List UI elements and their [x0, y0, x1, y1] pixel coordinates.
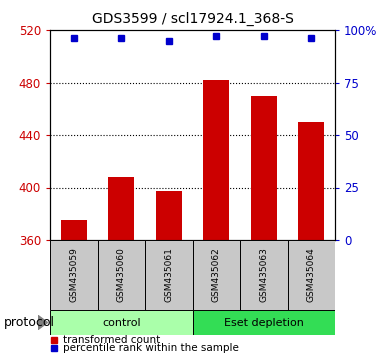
Bar [193, 240, 240, 310]
Bar [288, 240, 335, 310]
Text: GSM435059: GSM435059 [69, 247, 78, 302]
Polygon shape [38, 315, 48, 330]
Bar [193, 310, 335, 335]
Text: protocol: protocol [4, 316, 55, 329]
Bar [240, 240, 288, 310]
Bar [98, 240, 145, 310]
Text: transformed count: transformed count [63, 335, 161, 345]
Bar [108, 177, 134, 240]
Text: GSM435064: GSM435064 [307, 248, 316, 302]
Bar [203, 80, 229, 240]
Bar [50, 240, 98, 310]
Text: percentile rank within the sample: percentile rank within the sample [63, 343, 239, 353]
Text: Eset depletion: Eset depletion [224, 318, 304, 327]
Bar [50, 310, 193, 335]
Bar [145, 240, 193, 310]
Bar [156, 192, 182, 240]
Text: GSM435062: GSM435062 [212, 248, 221, 302]
Text: control: control [102, 318, 141, 327]
Text: GSM435063: GSM435063 [259, 247, 268, 302]
Text: GSM435061: GSM435061 [164, 247, 173, 302]
Bar [251, 96, 277, 240]
Bar [298, 122, 324, 240]
Text: GSM435060: GSM435060 [117, 247, 126, 302]
Title: GDS3599 / scl17924.1_368-S: GDS3599 / scl17924.1_368-S [92, 12, 293, 26]
Bar [61, 220, 87, 240]
